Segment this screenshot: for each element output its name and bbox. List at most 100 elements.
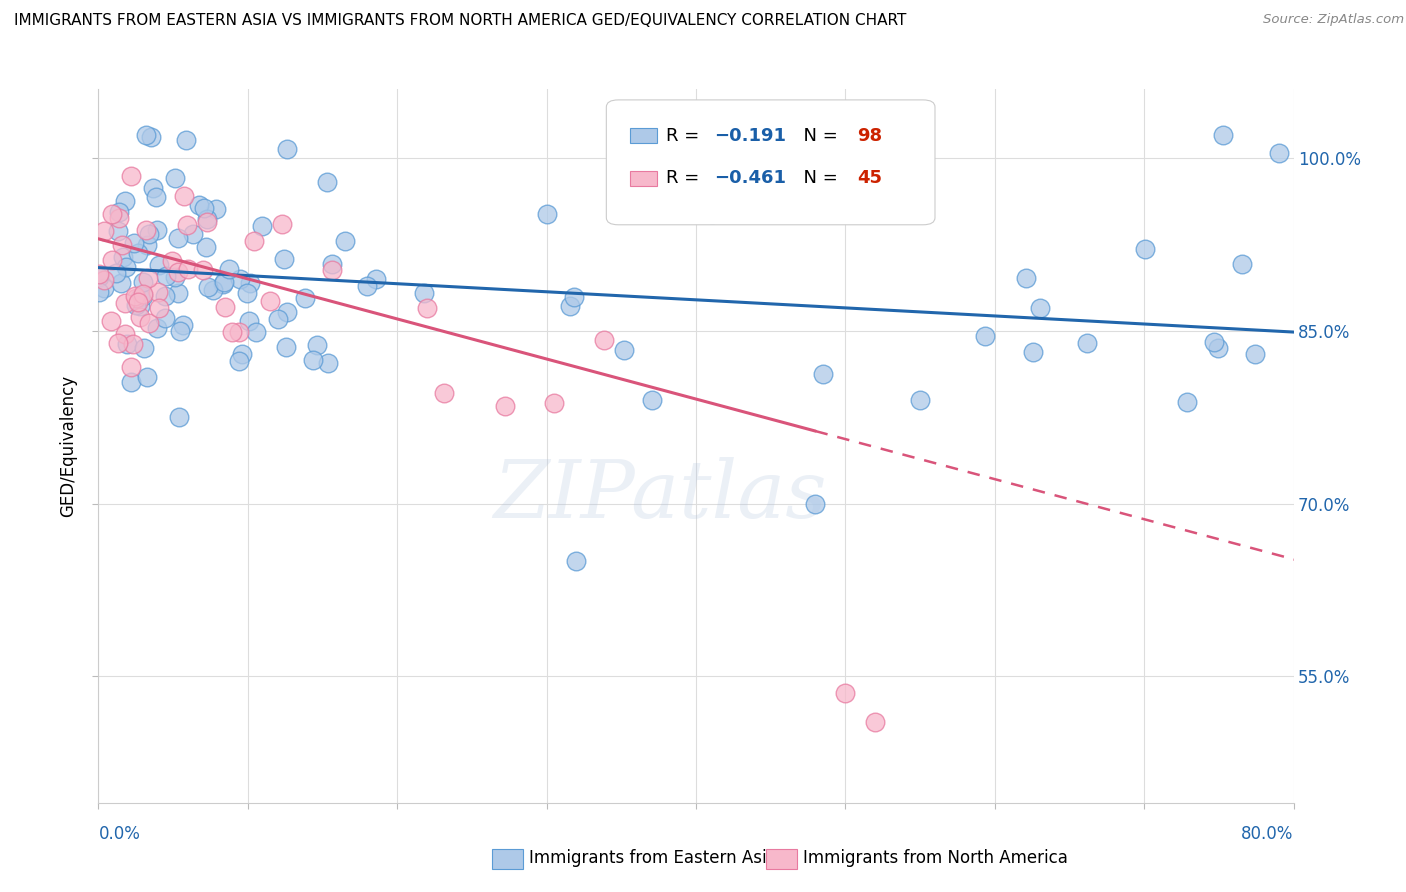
Point [1267, 145, 1289, 160]
Text: 0.0%: 0.0% [98, 825, 141, 843]
Point [101, 253, 124, 268]
Point [356, 278, 378, 293]
Point [1015, 271, 1038, 285]
Point [1021, 344, 1043, 359]
Point [122, 336, 145, 351]
Point [120, 376, 142, 390]
Point [125, 291, 148, 305]
Point [536, 207, 558, 221]
Point [229, 271, 252, 285]
Point [366, 272, 388, 286]
Point [145, 190, 167, 204]
Point [212, 277, 235, 292]
Point [1133, 242, 1156, 256]
Point [87, 267, 110, 281]
Point [107, 335, 129, 350]
Point [543, 396, 565, 410]
Point [1202, 334, 1225, 349]
Point [104, 266, 127, 280]
Point [183, 227, 205, 242]
Point [176, 262, 198, 277]
Point [101, 207, 124, 221]
Point [132, 288, 155, 302]
Text: ZIPatlas: ZIPatlas [494, 458, 827, 534]
Point [135, 238, 157, 252]
Point [974, 328, 997, 343]
Point [834, 686, 856, 700]
Point [108, 204, 131, 219]
Point [276, 142, 298, 156]
Point [138, 316, 160, 330]
Point [114, 326, 136, 341]
Point [273, 252, 295, 266]
Y-axis label: GED/Equivalency: GED/Equivalency [59, 375, 77, 517]
Text: 45: 45 [858, 169, 883, 187]
Point [245, 325, 267, 339]
Point [128, 290, 150, 304]
Point [250, 219, 273, 233]
Point [195, 214, 218, 228]
Point [908, 392, 931, 407]
Point [173, 189, 195, 203]
Text: N =: N = [792, 127, 844, 145]
Point [100, 314, 122, 328]
Point [305, 338, 328, 352]
Point [176, 133, 198, 147]
Point [87, 285, 110, 299]
Point [187, 198, 209, 212]
Point [613, 343, 636, 357]
Point [238, 314, 260, 328]
Point [197, 280, 219, 294]
Point [592, 333, 614, 347]
Point [134, 341, 156, 355]
Point [146, 285, 169, 299]
Point [167, 265, 190, 279]
Point [1175, 395, 1198, 409]
Point [333, 234, 356, 248]
Point [136, 270, 159, 285]
Text: R =: R = [666, 127, 704, 145]
Point [294, 291, 316, 305]
Point [136, 369, 159, 384]
Point [231, 347, 253, 361]
Point [565, 554, 588, 568]
Point [1208, 341, 1230, 355]
Text: Source: ZipAtlas.com: Source: ZipAtlas.com [1264, 13, 1405, 27]
Text: Immigrants from North America: Immigrants from North America [803, 849, 1067, 867]
Point [562, 290, 585, 304]
Point [146, 320, 169, 334]
Point [163, 270, 186, 285]
Point [228, 325, 250, 339]
Point [201, 283, 224, 297]
Point [302, 353, 325, 368]
Point [155, 268, 177, 283]
Text: Immigrants from Eastern Asia: Immigrants from Eastern Asia [529, 849, 776, 867]
Point [865, 715, 887, 730]
Point [321, 263, 343, 277]
Text: −0.191: −0.191 [714, 127, 786, 145]
Point [108, 211, 131, 225]
Bar [630, 128, 657, 144]
Point [153, 311, 176, 326]
Point [124, 289, 146, 303]
Point [221, 325, 243, 339]
Point [235, 286, 257, 301]
Point [146, 223, 169, 237]
Point [167, 231, 190, 245]
Point [167, 409, 190, 424]
Point [1244, 347, 1267, 361]
Point [239, 277, 262, 291]
Point [138, 227, 160, 242]
Point [93, 273, 115, 287]
Point [416, 301, 439, 315]
Point [163, 171, 186, 186]
Point [167, 285, 190, 300]
Point [169, 325, 191, 339]
Text: R =: R = [666, 169, 704, 187]
Point [110, 276, 132, 290]
Point [267, 311, 290, 326]
Point [142, 181, 165, 195]
Point [135, 223, 157, 237]
Point [413, 285, 436, 300]
Point [494, 399, 516, 413]
